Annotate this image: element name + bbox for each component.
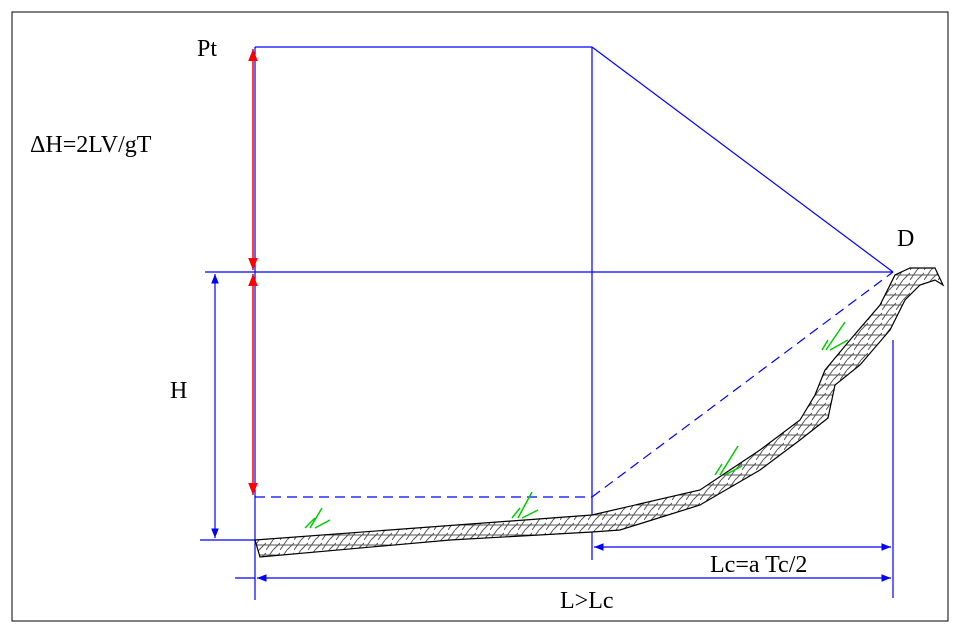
d-label: D <box>897 226 914 252</box>
grass <box>304 321 849 529</box>
pt-label: Pt <box>197 36 217 62</box>
delta-h-label: ΔH=2LV/gT <box>30 132 152 158</box>
l-label: L>Lc <box>560 588 614 614</box>
pipe-profile <box>254 267 945 558</box>
h-label: H <box>170 378 187 404</box>
lc-label: Lc=a Tc/2 <box>710 552 807 578</box>
frame <box>11 11 949 622</box>
construction-lines <box>200 46 894 600</box>
